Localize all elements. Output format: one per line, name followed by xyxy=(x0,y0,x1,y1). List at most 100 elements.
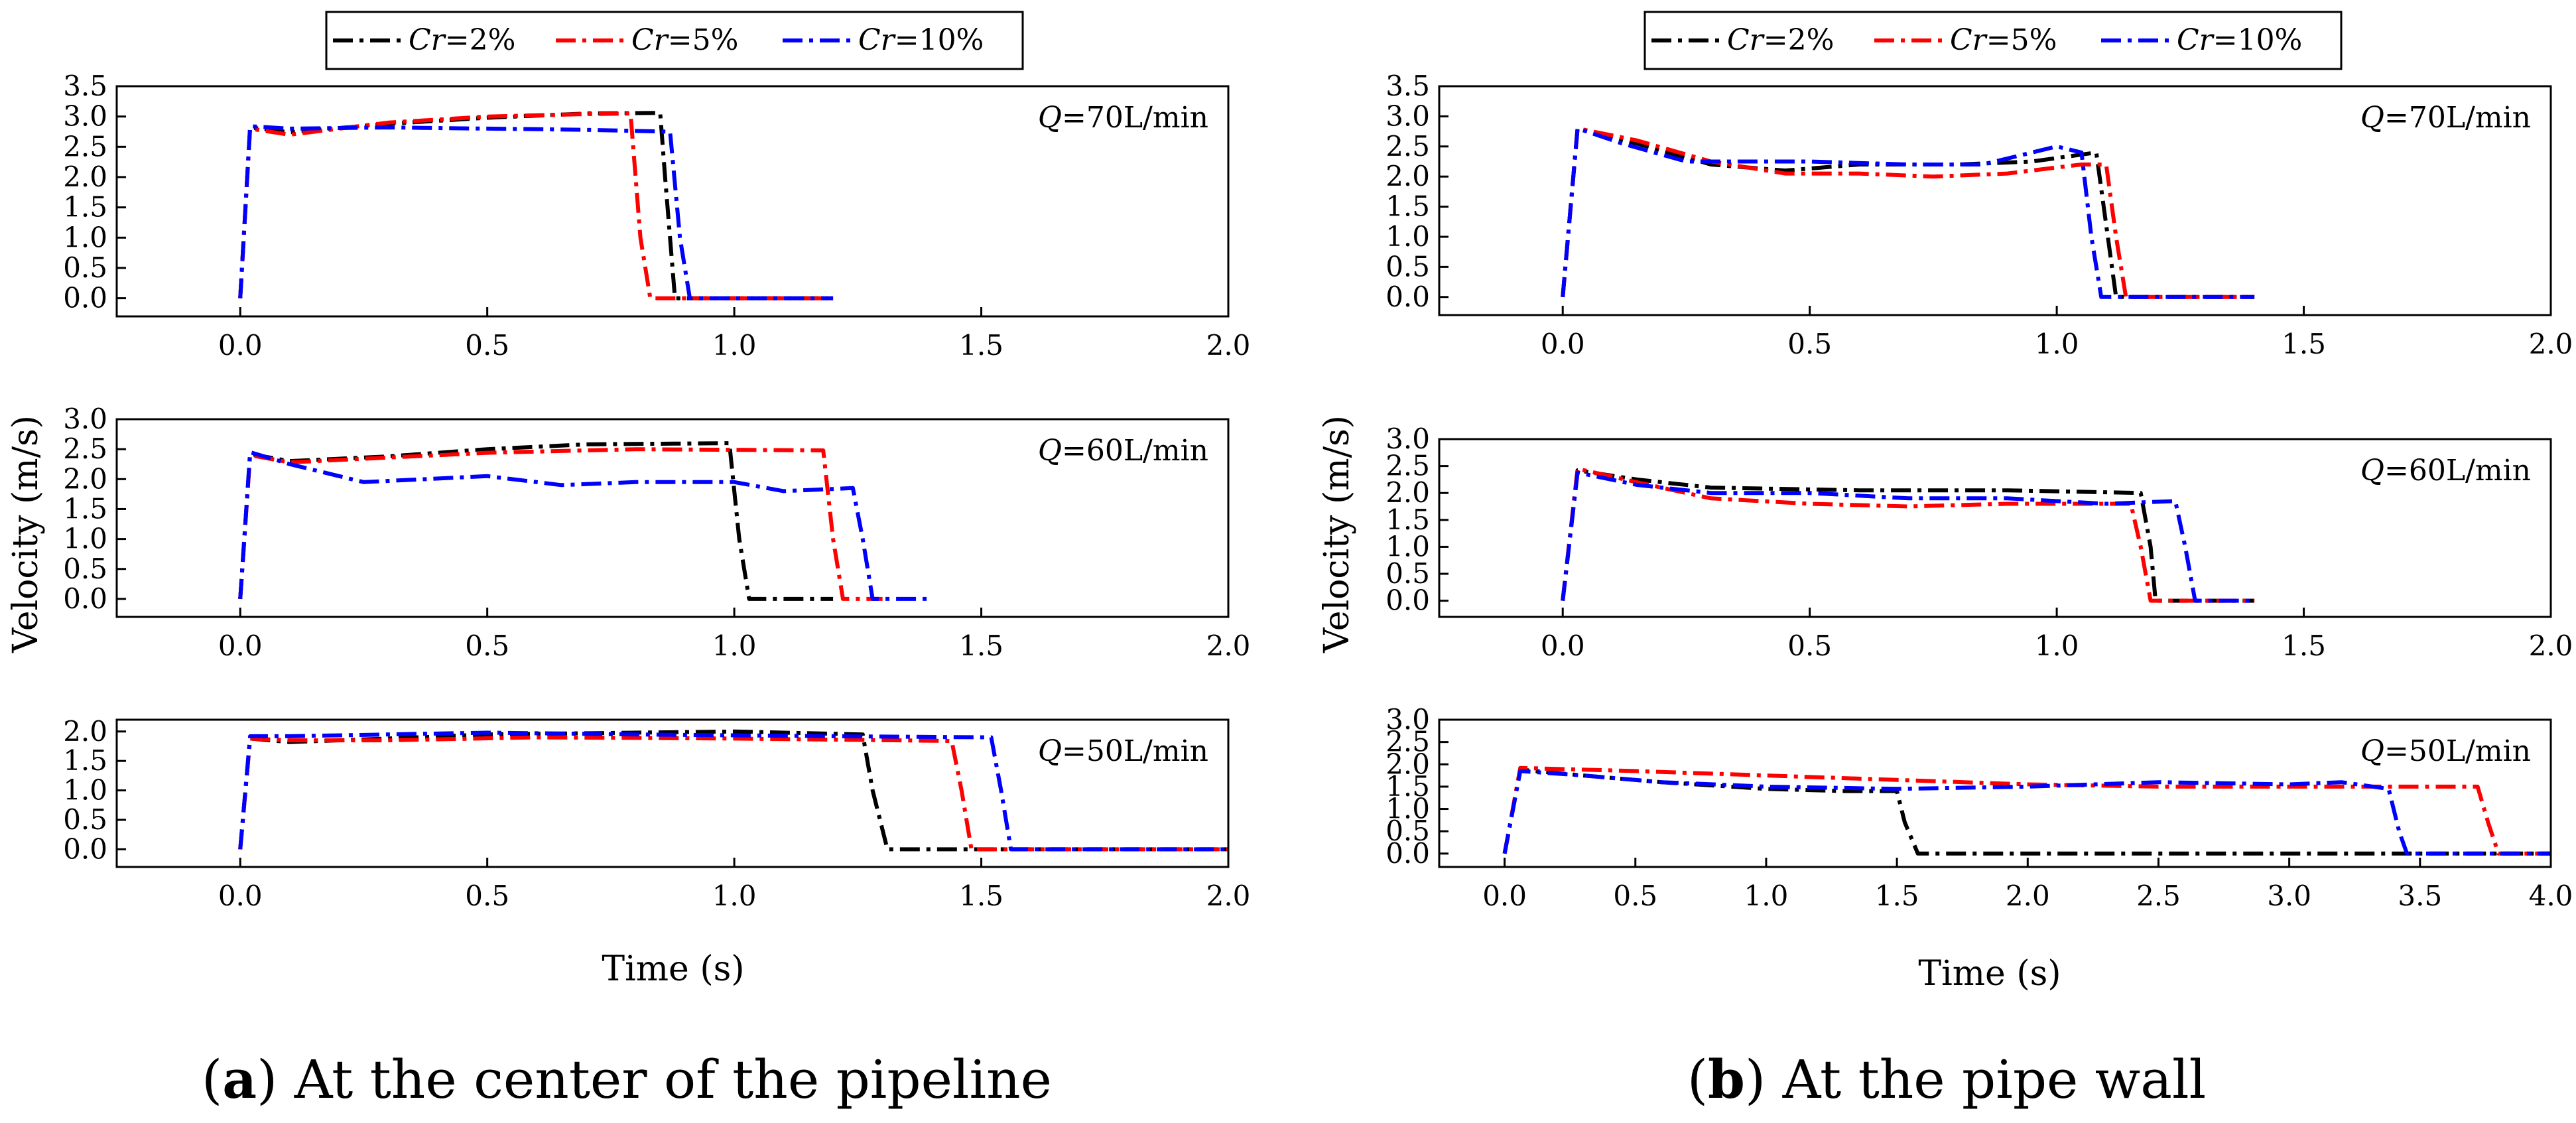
y-axis-label-b: Velocity (m/s) xyxy=(1317,415,1357,653)
y-tick-label: 1.5 xyxy=(1385,190,1430,223)
y-tick-label: 0.0 xyxy=(63,282,107,314)
chart-panel-2: 0.0 0.5 1.0 1.5 2.00.00.51.01.52.02.53.0Q=60… xyxy=(63,403,1250,662)
y-tick-label: 0.0 xyxy=(1385,281,1430,313)
x-tick-label: 2.0 xyxy=(2529,328,2573,360)
x-tick-label: 1.0 xyxy=(2035,629,2079,662)
x-axis-label-b: Time (s) xyxy=(1918,954,2061,994)
chart-panel-6: 0.0 0.5 1.0 1.5 2.0 2.5 3.0 3.5 4.00.00.51.01.52… xyxy=(1385,703,2573,912)
y-tick-label: 0.5 xyxy=(1385,557,1430,590)
plot-frame xyxy=(1438,438,2552,618)
x-tick-label: 0.5 xyxy=(1787,328,1832,360)
x-tick-label: 1.5 xyxy=(959,880,1003,912)
legend-a-label-2: Cr=5% xyxy=(631,23,738,57)
x-tick-label: 0.5 xyxy=(1787,629,1832,662)
x-tick-label: 0.0 xyxy=(218,880,263,912)
x-tick-label: 1.0 xyxy=(712,629,757,662)
x-tick-label: 1.0 xyxy=(712,880,757,912)
chart-panel-5: 0.0 0.5 1.0 1.5 2.00.00.51.01.52.02.53.0Q=60… xyxy=(1385,423,2573,662)
x-tick-label: 1.5 xyxy=(1875,880,1919,912)
x-tick-label: 4.0 xyxy=(2529,880,2573,912)
y-tick-label: 2.0 xyxy=(1385,476,1430,509)
x-tick-label: 2.0 xyxy=(2529,629,2573,662)
series-line-2 xyxy=(1502,765,2551,856)
legend-b-label-3: Cr=10% xyxy=(2177,23,2302,57)
y-tick-label: 0.0 xyxy=(63,582,107,615)
y-tick-label: 1.0 xyxy=(1385,530,1430,562)
y-tick-label: 1.5 xyxy=(1385,503,1430,536)
legend-b: Cr=2% Cr=5% Cr=10% xyxy=(1643,11,2343,70)
y-tick-label: 0.0 xyxy=(63,832,107,865)
series-line-2 xyxy=(238,735,1228,852)
y-tick-label: 0.5 xyxy=(1385,815,1430,847)
caption-b: (b) At the pipe wall xyxy=(1687,1048,2206,1110)
y-tick-label: 3.5 xyxy=(63,70,107,102)
plot-frame xyxy=(1438,718,2552,868)
y-tick-label: 2.5 xyxy=(63,130,107,163)
y-tick-label: 3.5 xyxy=(1385,70,1430,102)
y-tick-label: 2.5 xyxy=(1385,130,1430,163)
x-tick-label: 1.5 xyxy=(2282,629,2326,662)
y-tick-label: 2.0 xyxy=(63,161,107,193)
y-tick-label: 3.0 xyxy=(63,403,107,435)
x-tick-label: 2.0 xyxy=(1206,880,1251,912)
y-tick-label: 0.5 xyxy=(63,803,107,836)
x-tick-label: 0.5 xyxy=(465,329,509,362)
plot-frame xyxy=(115,418,1230,618)
series-line-2 xyxy=(1561,466,2255,603)
y-tick-label: 2.0 xyxy=(1385,160,1430,192)
y-tick-label: 1.0 xyxy=(63,523,107,555)
plot-frame xyxy=(1438,85,2552,316)
flow-rate-label: Q=70L/min xyxy=(1038,101,1208,135)
x-tick-label: 1.0 xyxy=(2035,328,2079,360)
x-axis-label-a: Time (s) xyxy=(602,949,744,989)
y-tick-label: 1.0 xyxy=(1385,793,1430,825)
legend-b-label-2: Cr=5% xyxy=(1950,23,2057,57)
series-line-1 xyxy=(1561,126,2255,299)
chart-panel-4: 0.0 0.5 1.0 1.5 2.00.00.51.01.52.02.53.03.5Q… xyxy=(1385,70,2573,360)
series-line-2 xyxy=(238,447,883,601)
y-tick-label: 1.0 xyxy=(63,774,107,807)
legend-a-frame xyxy=(325,11,1024,70)
x-tick-label: 0.5 xyxy=(465,629,509,662)
y-tick-label: 1.0 xyxy=(63,221,107,253)
x-tick-label: 1.5 xyxy=(2282,328,2326,360)
legend-b-label-1: Cr=2% xyxy=(1727,23,1834,57)
legend-a-label-1: Cr=2% xyxy=(409,23,515,57)
series-line-3 xyxy=(238,450,933,601)
x-tick-label: 0.0 xyxy=(218,629,263,662)
y-tick-label: 2.0 xyxy=(1385,748,1430,780)
plot-frame xyxy=(115,718,1230,868)
caption-a: (a) At the center of the pipeline xyxy=(202,1048,1052,1110)
y-tick-label: 1.0 xyxy=(1385,220,1430,253)
y-tick-label: 0.0 xyxy=(1385,584,1430,617)
series-line-3 xyxy=(1561,470,2255,603)
chart-panels: 0.0 0.5 1.0 1.5 2.00.00.51.01.52.02.53.03.5Q… xyxy=(63,70,2573,912)
y-tick-label: 2.5 xyxy=(1385,450,1430,482)
x-tick-label: 3.0 xyxy=(2267,880,2311,912)
legend-a: Cr=2% Cr=5% Cr=10% xyxy=(325,11,1024,70)
flow-rate-label: Q=50L/min xyxy=(1038,734,1208,768)
chart-panel-3: 0.0 0.5 1.0 1.5 2.00.00.51.01.52.0Q=50L/min xyxy=(63,715,1250,912)
flow-rate-label: Q=60L/min xyxy=(1038,434,1208,468)
x-tick-label: 0.0 xyxy=(1541,629,1585,662)
series-line-3 xyxy=(1502,769,2551,856)
chart-panel-1: 0.0 0.5 1.0 1.5 2.00.00.51.01.52.02.53.03.5Q… xyxy=(63,70,1250,362)
y-tick-label: 2.0 xyxy=(63,715,107,748)
series-line-1 xyxy=(238,441,834,601)
x-tick-label: 2.0 xyxy=(2006,880,2050,912)
series-line-3 xyxy=(1561,126,2255,299)
series-line-3 xyxy=(238,124,834,300)
x-tick-label: 1.5 xyxy=(959,629,1003,662)
y-tick-label: 0.5 xyxy=(1385,250,1430,283)
x-tick-label: 2.0 xyxy=(1206,629,1251,662)
series-line-2 xyxy=(238,111,834,300)
x-tick-label: 0.0 xyxy=(1541,328,1585,360)
flow-rate-label: Q=60L/min xyxy=(2360,454,2531,488)
flow-rate-label: Q=70L/min xyxy=(2360,101,2531,135)
y-tick-label: 3.0 xyxy=(1385,99,1430,132)
x-tick-label: 0.5 xyxy=(465,880,509,912)
y-tick-label: 1.5 xyxy=(63,191,107,224)
series-line-2 xyxy=(1561,126,2255,299)
y-tick-label: 2.5 xyxy=(63,432,107,465)
